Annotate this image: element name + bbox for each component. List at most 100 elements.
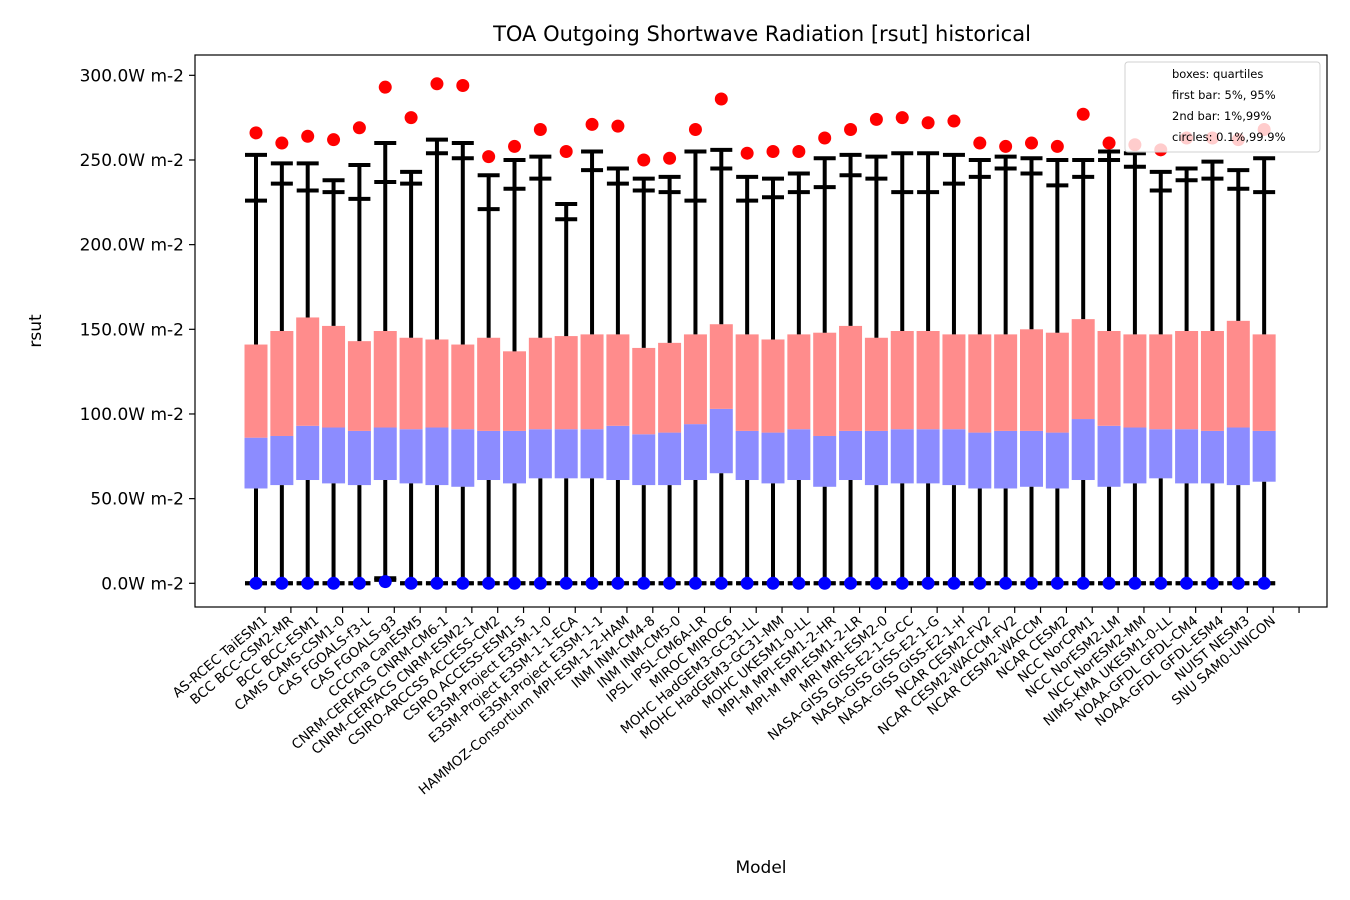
model-group [451,78,475,590]
circle-999 [430,77,444,91]
lower-quartile-box [503,430,526,484]
circle-01 [1231,576,1245,590]
lower-quartile-box [399,429,423,484]
circle-999 [1025,136,1038,150]
upper-quartile-box [1020,329,1043,431]
y-axis: 0.0W m-2 50.0W m-2 100.0W m-2 150.0W m-2 200… [80,66,195,594]
legend: boxes: quartiles first bar: 5%, 95% 2nd … [1124,61,1321,153]
circle-999 [533,123,547,137]
circle-01 [275,576,289,590]
lower-quartile-box [451,429,475,487]
model-group [1200,131,1224,590]
lower-quartile-box [1200,430,1224,484]
circle-999 [301,129,315,143]
circle-01 [844,576,858,590]
circle-999 [921,116,935,130]
circle-01 [792,576,806,590]
upper-quartile-box [425,339,449,428]
lower-quartile-box [890,429,914,484]
lower-quartile-box [1123,427,1147,484]
upper-quartile-box [683,334,707,425]
model-group [477,150,501,590]
model-group [347,121,371,590]
model-group [425,77,449,590]
upper-quartile-box [1226,320,1250,428]
circle-01 [404,576,418,590]
y-tick-label: 250.0W m-2 [80,151,184,171]
circle-01 [1205,576,1219,590]
upper-quartile-box [554,336,578,430]
circle-01 [921,576,935,590]
circle-01 [1025,576,1038,590]
lower-quartile-box [425,427,449,486]
circle-01 [508,576,521,590]
circle-999 [999,139,1013,153]
model-group [632,153,656,590]
model-group [1020,136,1043,590]
circle-999 [378,80,392,94]
circle-999 [869,112,883,126]
model-group [1175,131,1199,590]
model-group [503,139,526,590]
model-group [709,92,733,590]
upper-quartile-box [709,324,733,409]
lower-quartile-box [244,437,268,489]
model-group [1123,138,1147,590]
circle-01 [1128,576,1142,590]
circle-999 [947,114,961,128]
model-group [399,111,423,590]
model-group [890,111,914,590]
upper-quartile-box [1071,319,1095,420]
circle-999 [482,150,496,164]
circle-01 [947,576,961,590]
model-group [839,123,863,590]
lower-quartile-box [787,429,811,481]
upper-quartile-box [606,334,630,426]
lower-quartile-box [477,430,501,481]
y-tick-label: 0.0W m-2 [101,574,184,594]
upper-quartile-box [942,334,966,430]
model-group [296,129,320,590]
model-group [916,116,940,590]
model-group [270,136,294,590]
circle-01 [895,576,909,590]
model-group [735,146,759,590]
model-group [1097,136,1121,590]
upper-quartile-box [1149,334,1173,430]
legend-line: circles: 0.1%,99.9% [1172,130,1286,144]
circle-01 [1076,576,1090,590]
model-group [244,126,268,590]
circle-999 [1050,139,1064,153]
circle-01 [1050,576,1064,590]
lower-quartile-box [658,432,682,486]
circle-999 [352,121,366,135]
circle-01 [999,576,1013,590]
upper-quartile-box [735,334,759,431]
lower-quartile-box [347,430,371,486]
circle-01 [740,576,754,590]
model-group [658,151,682,590]
lower-quartile-box [1175,429,1199,484]
y-tick-label: 50.0W m-2 [90,490,184,510]
model-group [606,119,630,590]
circle-999 [275,136,289,150]
upper-quartile-box [1123,334,1147,428]
upper-quartile-box [270,331,294,436]
circle-999 [508,139,521,153]
model-group [968,136,992,590]
circle-01 [327,576,341,590]
lower-quartile-box [1226,427,1250,486]
model-group [864,112,888,590]
circle-999 [973,136,987,150]
plot-frame [194,54,1328,608]
upper-quartile-box [994,334,1018,431]
circle-01 [611,576,625,590]
circle-999 [792,145,806,159]
chart-title: TOA Outgoing Shortwave Radiation [rsut] … [492,22,1031,46]
upper-quartile-box [296,317,320,426]
circle-999 [844,123,858,137]
model-group [580,117,604,590]
upper-quartile-box [632,347,656,435]
model-group [994,139,1018,590]
